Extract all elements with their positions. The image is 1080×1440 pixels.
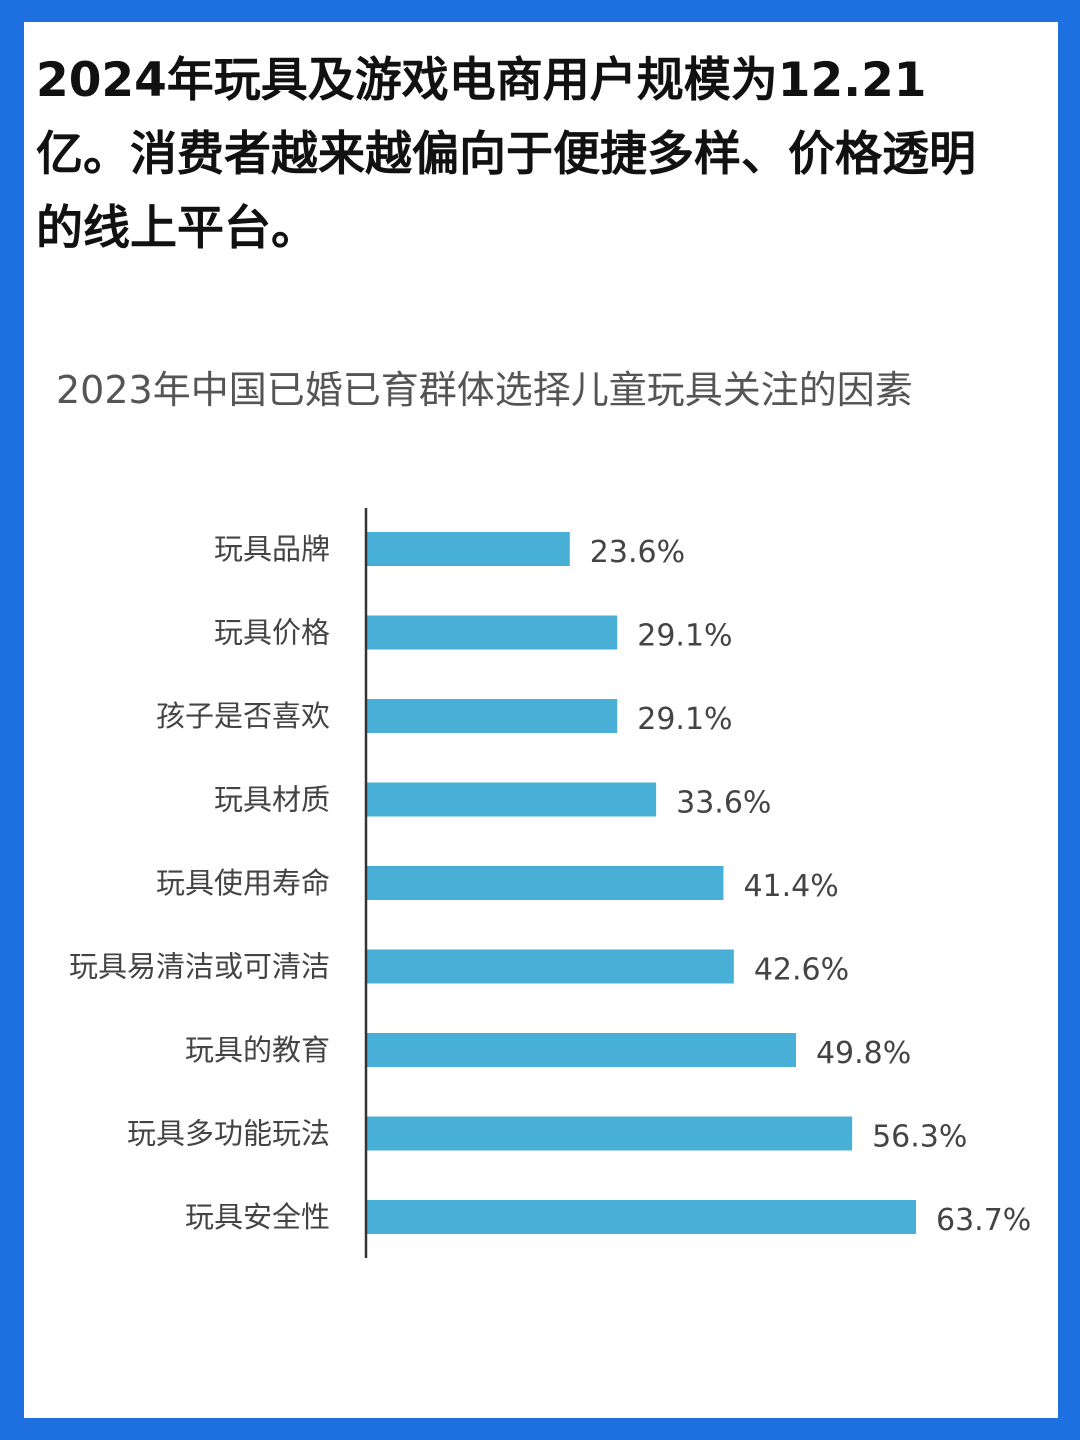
bar-3 <box>366 699 618 733</box>
category-label: 玩具易清洁或可清洁 <box>69 950 330 984</box>
bar-6 <box>366 949 734 984</box>
bar-7 <box>366 1033 796 1067</box>
bars-layer: 玩具品牌 23.6% 玩具价格 29.1% 孩子是否喜欢 29.1% 玩具材质 33.6% 玩具… <box>69 532 1031 1238</box>
bar-4 <box>366 782 657 817</box>
value-label: 63.7% <box>936 1203 1031 1238</box>
value-label: 56.3% <box>872 1120 967 1155</box>
value-label: 33.6% <box>676 786 771 821</box>
category-label: 玩具多功能玩法 <box>127 1117 330 1151</box>
category-label: 玩具使用寿命 <box>156 866 330 900</box>
bar-2 <box>366 615 618 650</box>
category-label: 玩具材质 <box>214 783 330 817</box>
value-label: 29.1% <box>637 702 732 737</box>
value-label: 42.6% <box>754 953 849 988</box>
bar-1 <box>366 532 570 566</box>
category-label: 玩具品牌 <box>214 532 330 566</box>
value-label: 23.6% <box>590 535 685 570</box>
value-label: 49.8% <box>816 1036 911 1071</box>
bar-8 <box>366 1116 853 1151</box>
category-label: 玩具的教育 <box>185 1033 330 1067</box>
value-label: 41.4% <box>743 869 838 904</box>
headline-text: 2024年玩具及游戏电商用户规模为12.21亿。消费者越来越偏向于便捷多样、价格… <box>36 53 976 256</box>
bar-5 <box>366 866 724 900</box>
category-label: 孩子是否喜欢 <box>156 699 330 733</box>
value-label: 29.1% <box>637 619 732 654</box>
category-label: 玩具安全性 <box>185 1200 330 1234</box>
category-label: 玩具价格 <box>214 616 330 650</box>
chart-title: 2023年中国已婚已育群体选择儿童玩具关注的因素 <box>56 368 913 412</box>
bar-9 <box>366 1200 916 1234</box>
